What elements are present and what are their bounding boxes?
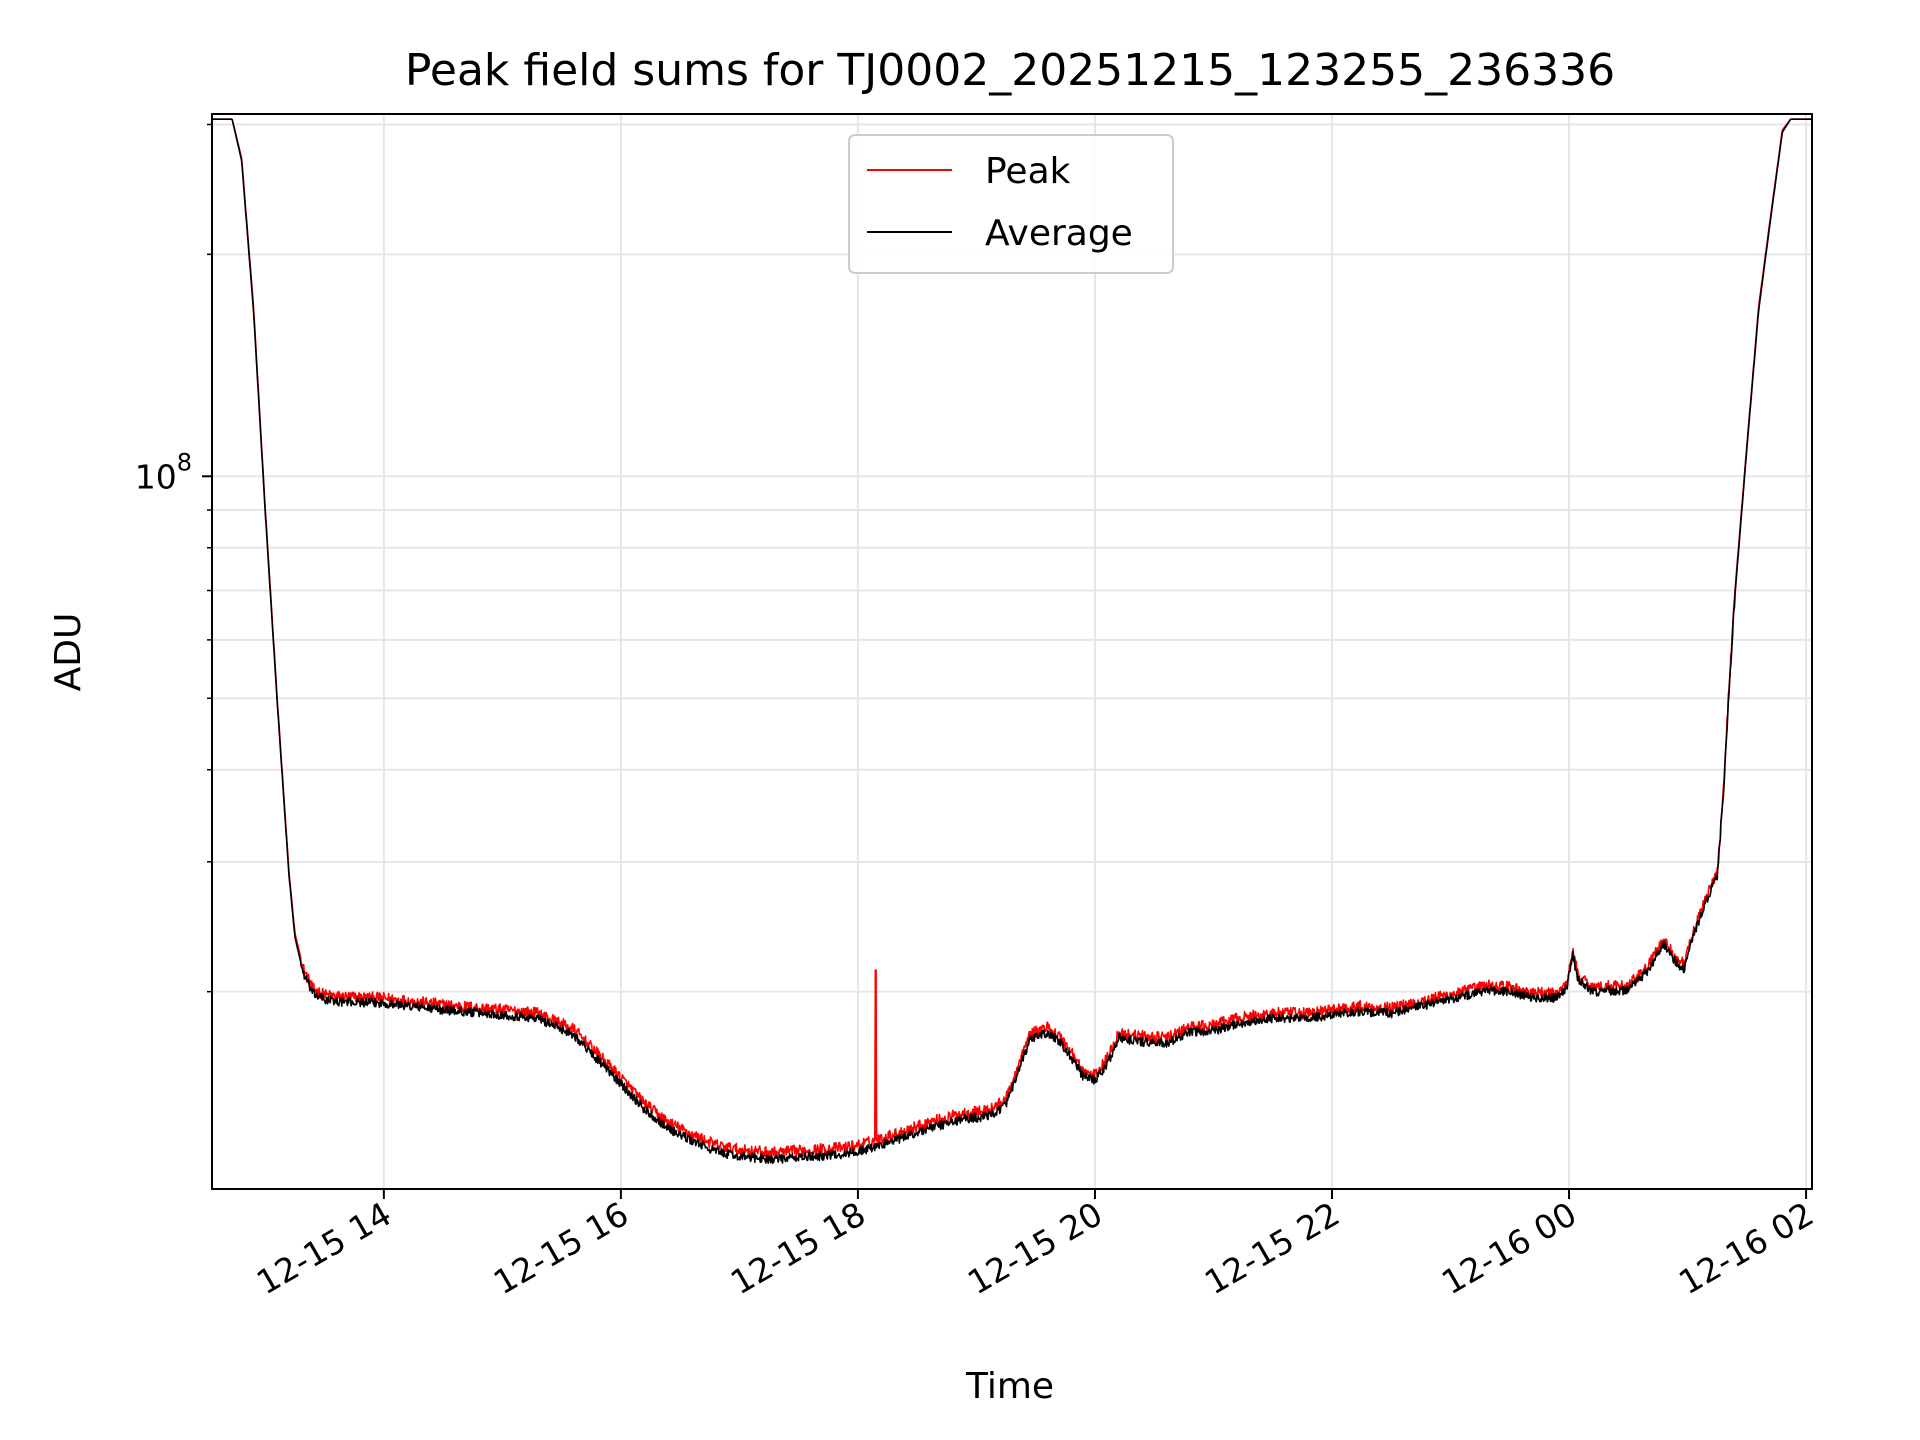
x-tick-label: 12-15 16 [487, 1194, 635, 1302]
x-tick-label: 12-15 20 [961, 1194, 1109, 1302]
x-tick-label: 12-16 02 [1672, 1194, 1820, 1302]
legend-peak-label: Peak [985, 151, 1071, 192]
x-tick-label: 12-16 00 [1435, 1194, 1583, 1302]
plot-frame [211, 113, 1813, 1190]
series-line-peak [212, 118, 1812, 1160]
y-tick-label-exponent: 8 [177, 448, 192, 476]
x-tick-label: 12-15 18 [724, 1194, 872, 1302]
series-line-average [212, 118, 1812, 1165]
legend-average-label: Average [985, 213, 1133, 254]
x-tick-label: 12-15 22 [1198, 1194, 1346, 1302]
x-tick-label: 12-15 14 [250, 1194, 398, 1302]
x-axis-label: Time [965, 1366, 1054, 1407]
axis-ticks: 12-15 14 12-15 16 12-15 18 12-15 20 12-15 22… [135, 123, 1820, 1302]
legend: Peak Average [848, 134, 1174, 274]
chart-title: Peak field sums for TJ0002_20251215_1232… [405, 45, 1615, 96]
y-tick-label: 108 [135, 448, 192, 496]
y-axis-label: ADU [48, 613, 89, 692]
series-layer [212, 118, 1812, 1165]
grid-lines [212, 114, 1812, 1189]
